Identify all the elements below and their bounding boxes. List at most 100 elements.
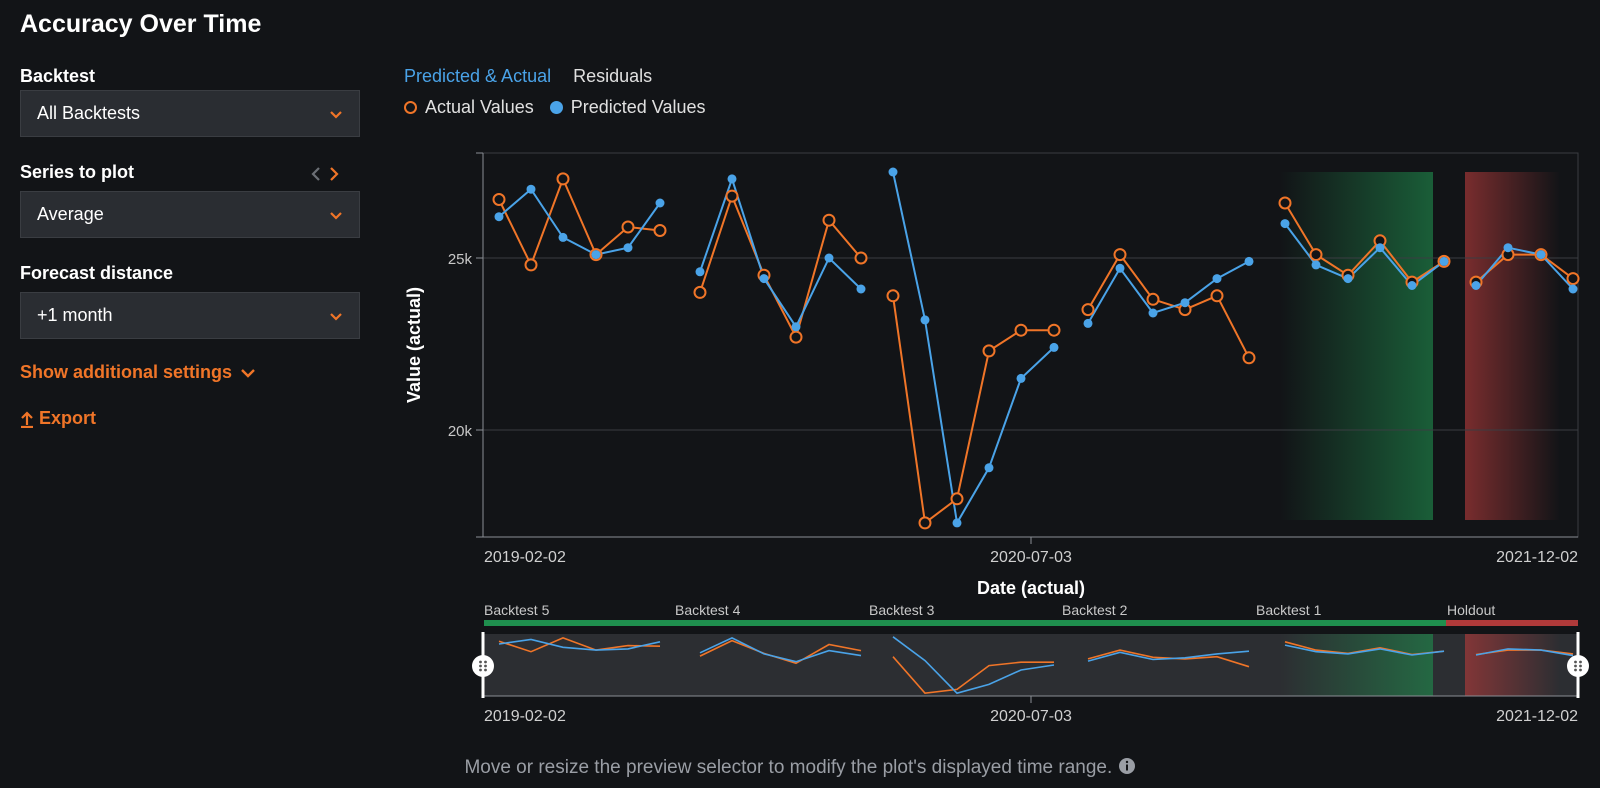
actual-point (1210, 289, 1224, 303)
actual-point (1113, 248, 1127, 262)
preview-holdout-region (1465, 634, 1560, 696)
predicted-point (1375, 243, 1385, 253)
predicted-legend-swatch (549, 101, 563, 114)
preview-actual-line-segment-1 (699, 639, 862, 665)
backtest-range-bar (484, 620, 1446, 626)
backtest-5-label: Backtest 5 (484, 602, 550, 618)
preview-left-handle[interactable] (471, 654, 495, 678)
preview-x-tick-start: 2019-02-02 (484, 708, 566, 725)
predicted-point (920, 315, 930, 325)
export-button[interactable]: Export (20, 408, 96, 429)
backtest-select[interactable]: All Backtests (20, 90, 360, 137)
predicted-point (1407, 281, 1417, 290)
predicted-line-segment-1 (699, 175, 862, 329)
predicted-point (1016, 373, 1026, 383)
chevron-down-icon (330, 312, 342, 321)
holdout-range-bar (1446, 620, 1578, 626)
predicted-point (1148, 308, 1158, 318)
actual-point (1047, 323, 1061, 337)
preview-hint-text: Move or resize the preview selector to m… (464, 757, 1113, 778)
holdout-region (1465, 172, 1560, 520)
predicted-point (791, 322, 801, 332)
page-title: Accuracy Over Time (20, 10, 262, 38)
predicted-point (1568, 284, 1578, 294)
actual-point (1146, 292, 1160, 306)
chevron-down-icon (330, 211, 342, 220)
forecast-distance-value: +1 month (37, 305, 113, 325)
predicted-point (1180, 298, 1190, 308)
series-select-value: Average (37, 204, 104, 224)
y-tick-label-25k: 25k (448, 251, 473, 268)
preview-x-tick-end: 2021-12-02 (1496, 708, 1578, 725)
chevron-left-icon[interactable] (310, 166, 322, 182)
predicted-point (1311, 260, 1321, 270)
preview-right-handle[interactable] (1566, 654, 1590, 678)
predicted-point (1049, 342, 1059, 352)
actual-line-segment-2 (892, 295, 1054, 525)
info-icon[interactable] (1118, 757, 1136, 775)
series-nav (310, 166, 340, 182)
chevron-right-icon[interactable] (328, 166, 340, 182)
x-tick-label-start: 2019-02-02 (484, 549, 566, 566)
predicted-line-segment-4 (1284, 222, 1445, 287)
predicted-point (655, 198, 665, 208)
preview-validation-region (1280, 634, 1433, 696)
actual-point (693, 285, 707, 299)
predicted-line-segment-0 (498, 187, 661, 256)
actual-point (1341, 268, 1355, 282)
actual-line-segment-5 (1475, 253, 1574, 283)
actual-point (1566, 272, 1580, 286)
holdout-label: Holdout (1447, 602, 1495, 618)
series-select[interactable]: Average (20, 191, 360, 238)
actual-point (653, 224, 667, 237)
predicted-point (952, 518, 962, 528)
predicted-point (558, 232, 568, 242)
actual-point (1309, 248, 1323, 262)
preview-predicted-line-segment-1 (699, 637, 862, 663)
preview-actual-line-segment-4 (1284, 641, 1445, 656)
forecast-distance-select[interactable]: +1 month (20, 292, 360, 339)
show-additional-settings-link[interactable]: Show additional settings (20, 362, 256, 383)
actual-point (1437, 254, 1451, 268)
actual-point (1405, 275, 1419, 289)
actual-point (950, 492, 964, 506)
predicted-point (984, 463, 994, 473)
predicted-point (1280, 219, 1290, 229)
chevron-down-icon (330, 110, 342, 119)
validation-region (1280, 172, 1433, 520)
predicted-point (494, 212, 504, 222)
actual-point (556, 172, 570, 186)
predicted-point (1471, 281, 1481, 290)
tab-residuals[interactable]: Residuals (573, 66, 653, 86)
show-additional-settings-label: Show additional settings (20, 362, 233, 382)
preview-predicted-line-segment-4 (1284, 644, 1445, 656)
main-series-lines (498, 171, 1574, 526)
actual-point (1501, 248, 1515, 262)
preview-predicted-line-segment-2 (892, 636, 1055, 695)
predicted-legend-label: Predicted Values (570, 97, 706, 117)
preview-x-tick-mid-label: 2020-07-03 (990, 708, 1072, 725)
actual-point (822, 213, 836, 227)
actual-point (918, 516, 932, 530)
actual-point (886, 289, 900, 303)
predicted-point (1115, 263, 1125, 273)
preview-actual-line-segment-3 (1087, 649, 1250, 668)
preview-actual-line-segment-0 (498, 637, 661, 653)
actual-legend-label: Actual Values (425, 97, 534, 117)
plot-frame (482, 152, 1579, 538)
upload-icon (21, 410, 33, 428)
actual-point (1014, 323, 1028, 337)
x-tick-label-mid: 2020-07-03 (990, 549, 1072, 566)
tab-predicted-actual[interactable]: Predicted & Actual (404, 66, 552, 86)
predicted-point (759, 274, 769, 284)
actual-point (524, 258, 538, 272)
predicted-line-segment-2 (892, 171, 1055, 526)
actual-point (757, 268, 771, 282)
predicted-point (1343, 274, 1353, 284)
export-label: Export (39, 408, 97, 428)
forecast-distance-label: Forecast distance (20, 263, 174, 283)
chevron-down-icon (241, 368, 255, 378)
predicted-point (623, 243, 633, 253)
preview-hint: Move or resize the preview selector to m… (0, 757, 1600, 779)
actual-point (1242, 351, 1256, 365)
